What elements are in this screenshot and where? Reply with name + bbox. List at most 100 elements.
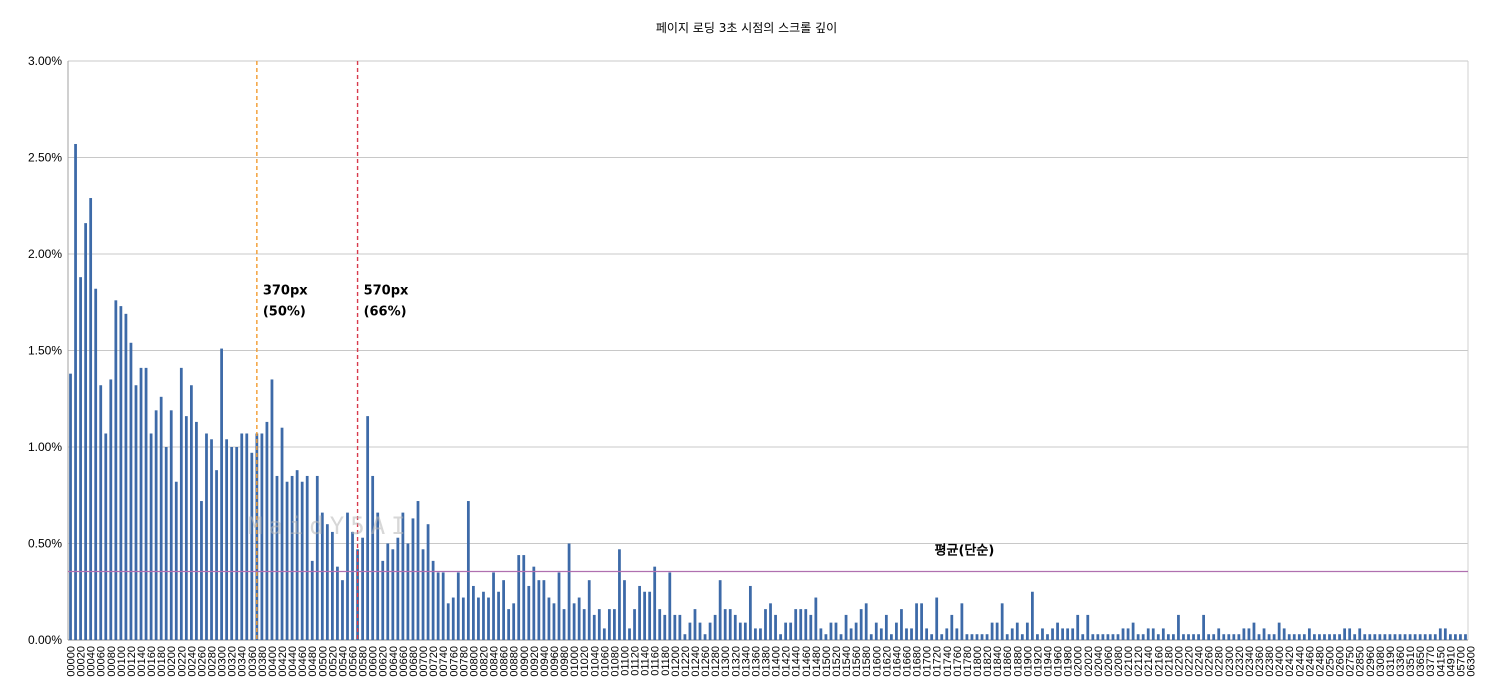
bar	[1247, 628, 1251, 640]
bar	[215, 470, 218, 640]
bar	[119, 306, 123, 640]
bar	[748, 585, 752, 640]
bar	[426, 524, 430, 640]
bar	[829, 622, 833, 640]
x-tick-label: 02400	[1274, 646, 1286, 677]
bar	[1126, 628, 1130, 640]
bar	[386, 543, 390, 640]
x-tick-label: 02420	[1284, 646, 1296, 677]
y-tick-label: 1.00%	[28, 440, 62, 454]
bar	[1217, 628, 1221, 640]
bar	[331, 531, 334, 640]
bar	[260, 433, 264, 640]
bar	[1207, 634, 1211, 640]
bar	[79, 277, 82, 640]
x-tick-label: 02340	[1244, 646, 1256, 677]
bar	[371, 475, 375, 640]
bar	[577, 597, 581, 640]
bar	[159, 396, 163, 640]
bar	[764, 609, 767, 640]
bar	[532, 566, 536, 640]
x-tick-label: 00920	[529, 646, 541, 677]
x-tick-label: 01940	[1042, 646, 1054, 677]
bar	[1187, 634, 1190, 640]
bar	[1000, 603, 1004, 640]
bar	[1212, 634, 1216, 640]
bar	[1287, 634, 1291, 640]
bar	[492, 572, 495, 640]
bar	[527, 585, 531, 640]
bar	[1272, 634, 1276, 640]
bar	[1232, 634, 1236, 640]
x-tick-label: 00460	[297, 646, 309, 677]
bar	[114, 300, 118, 640]
bar	[436, 572, 440, 640]
bar	[124, 313, 128, 640]
bar	[809, 614, 813, 640]
x-tick-label: 02200	[1173, 646, 1185, 677]
x-tick-label: 00060	[96, 646, 108, 677]
bar	[653, 566, 657, 640]
bar	[1428, 634, 1432, 640]
x-tick-label: 02360	[1254, 646, 1266, 677]
bar	[1464, 634, 1467, 640]
bar	[1141, 634, 1145, 640]
bar	[381, 560, 385, 640]
bar	[613, 609, 616, 640]
x-tick-label: 01420	[781, 646, 793, 677]
x-tick-label: 02020	[1083, 646, 1095, 677]
bar	[602, 628, 606, 640]
bar	[341, 580, 344, 640]
x-tick-label: 01700	[922, 646, 934, 677]
x-tick-label: 00440	[287, 646, 299, 677]
bar	[174, 481, 178, 640]
bar	[1116, 634, 1120, 640]
bar	[859, 609, 863, 640]
bar	[1292, 634, 1296, 640]
bar	[1252, 622, 1256, 640]
bar	[633, 609, 636, 640]
bar	[210, 439, 213, 640]
x-tick-label: 00040	[86, 646, 98, 677]
bar	[990, 622, 994, 640]
bar	[502, 580, 505, 640]
marker-label: 570px	[364, 284, 409, 299]
bar	[1166, 634, 1170, 640]
bar	[205, 433, 208, 640]
bar	[1242, 628, 1246, 640]
bar	[361, 537, 364, 640]
bar	[1318, 634, 1321, 640]
bar	[74, 143, 77, 641]
bar	[769, 603, 772, 640]
x-tick-label: 02160	[1153, 646, 1165, 677]
bar	[668, 572, 672, 640]
x-tick-label: 01840	[992, 646, 1004, 677]
bar	[482, 591, 485, 640]
bar	[713, 614, 717, 640]
x-tick-label: 01780	[962, 646, 974, 677]
bar	[1282, 628, 1286, 640]
bar	[1237, 634, 1241, 640]
bar	[960, 603, 964, 640]
bar	[466, 501, 470, 640]
bar	[69, 373, 72, 640]
bar	[557, 572, 561, 640]
bar	[648, 591, 652, 640]
bar	[683, 634, 687, 640]
bar	[854, 622, 858, 640]
bar	[1333, 634, 1336, 640]
y-tick-label: 2.50%	[28, 151, 62, 165]
x-tick-label: 01640	[891, 646, 903, 677]
bar	[592, 614, 596, 640]
bar	[849, 628, 853, 640]
bar	[1368, 634, 1372, 640]
x-tick-label: 01680	[912, 646, 924, 677]
x-tick-label: 03080	[1375, 646, 1387, 677]
bar	[1393, 634, 1397, 640]
bar	[320, 512, 324, 640]
x-tick-label: 02480	[1314, 646, 1326, 677]
x-tick-label: 01080	[609, 646, 621, 677]
bar	[905, 628, 908, 640]
